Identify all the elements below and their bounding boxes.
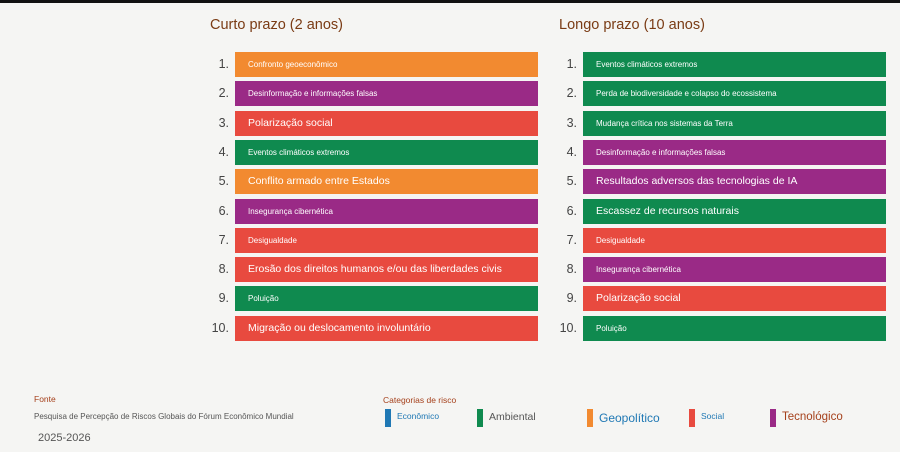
source-label: Fonte	[34, 394, 56, 404]
rank-number: 2.	[218, 86, 229, 100]
risk-bar: Desigualdade	[583, 228, 886, 253]
rank-number: 7.	[218, 233, 229, 247]
rank-number: 1.	[218, 57, 229, 71]
risk-bar: Migração ou deslocamento involuntário	[235, 316, 538, 341]
legend-swatch	[689, 409, 695, 427]
rank-number: 10.	[559, 321, 577, 335]
column-title: Longo prazo (10 anos)	[559, 17, 705, 33]
risk-bar: Desinformação e informações falsas	[235, 81, 538, 106]
risk-bar: Eventos climáticos extremos	[235, 140, 538, 165]
top-border	[0, 0, 900, 3]
rank-number: 1.	[566, 57, 577, 71]
rank-number: 4.	[566, 145, 577, 159]
rank-number: 6.	[218, 204, 229, 218]
rank-number: 3.	[218, 116, 229, 130]
risk-bar: Escassez de recursos naturais	[583, 199, 886, 224]
column-title: Curto prazo (2 anos)	[210, 17, 343, 33]
risk-bar: Conflito armado entre Estados	[235, 169, 538, 194]
rank-number: 10.	[211, 321, 229, 335]
legend-swatch	[477, 409, 483, 427]
risk-bar: Polarização social	[235, 111, 538, 136]
risk-bar: Mudança crítica nos sistemas da Terra	[583, 111, 886, 136]
risk-bar: Poluição	[583, 316, 886, 341]
legend-label: Tecnológico	[782, 411, 843, 423]
rank-number: 4.	[218, 145, 229, 159]
rank-number: 5.	[566, 174, 577, 188]
rank-number: 6.	[566, 204, 577, 218]
risk-bar: Eventos climáticos extremos	[583, 52, 886, 77]
risk-bar: Desigualdade	[235, 228, 538, 253]
rank-number: 3.	[566, 116, 577, 130]
risk-bar: Confronto geoeconômico	[235, 52, 538, 77]
rank-number: 8.	[218, 262, 229, 276]
legend-label: Geopolítico	[599, 411, 660, 425]
source-text: Pesquisa de Percepção de Riscos Globais …	[34, 412, 294, 421]
risk-bar: Poluição	[235, 286, 538, 311]
legend-label: Econômico	[397, 411, 440, 421]
risk-bar: Insegurança cibernética	[235, 199, 538, 224]
legend-label: Social	[701, 411, 725, 421]
risk-bar: Polarização social	[583, 286, 886, 311]
risk-bar: Insegurança cibernética	[583, 257, 886, 282]
legend-swatch	[770, 409, 776, 427]
risk-bar: Resultados adversos das tecnologias de I…	[583, 169, 886, 194]
legend-swatch	[385, 409, 391, 427]
rank-number: 9.	[566, 291, 577, 305]
risk-bar: Erosão dos direitos humanos e/ou das lib…	[235, 257, 538, 282]
rank-number: 7.	[566, 233, 577, 247]
legend-swatch	[587, 409, 593, 427]
year-label: 2025-2026	[38, 432, 91, 444]
rank-number: 8.	[566, 262, 577, 276]
rank-number: 9.	[218, 291, 229, 305]
risk-bar: Perda de biodiversidade e colapso do eco…	[583, 81, 886, 106]
risk-categories-label: Categorias de risco	[383, 395, 457, 405]
rank-number: 5.	[218, 174, 229, 188]
rank-number: 2.	[566, 86, 577, 100]
legend-label: Ambiental	[489, 411, 536, 423]
risk-bar: Desinformação e informações falsas	[583, 140, 886, 165]
